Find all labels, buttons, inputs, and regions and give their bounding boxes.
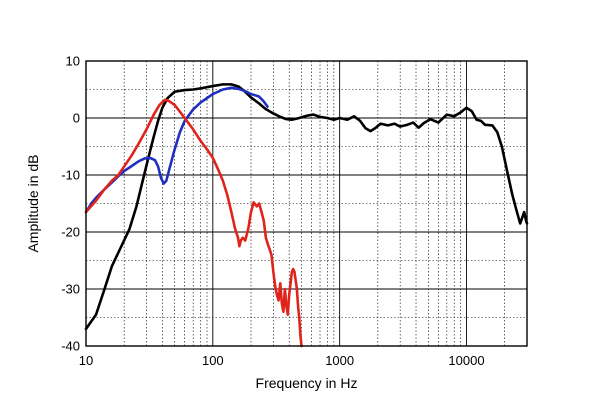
y-tick-label: -40 bbox=[61, 339, 80, 354]
series-layer bbox=[84, 83, 529, 348]
y-tick-label: 0 bbox=[73, 111, 80, 126]
series-line-red bbox=[84, 98, 303, 348]
y-tick-label: -10 bbox=[61, 168, 80, 183]
y-tick-label: -30 bbox=[61, 282, 80, 297]
y-axis-label: Amplitude in dB bbox=[25, 154, 41, 252]
grid bbox=[86, 61, 527, 346]
x-tick-label: 10 bbox=[79, 353, 93, 368]
x-tick-label: 10000 bbox=[448, 353, 484, 368]
x-tick-label: 1000 bbox=[325, 353, 354, 368]
x-axis-label: Frequency in Hz bbox=[256, 375, 358, 391]
y-tick-label: -20 bbox=[61, 225, 80, 240]
plot-frame bbox=[85, 60, 528, 347]
y-tick-label: 10 bbox=[66, 54, 80, 69]
x-tick-label: 100 bbox=[202, 353, 224, 368]
